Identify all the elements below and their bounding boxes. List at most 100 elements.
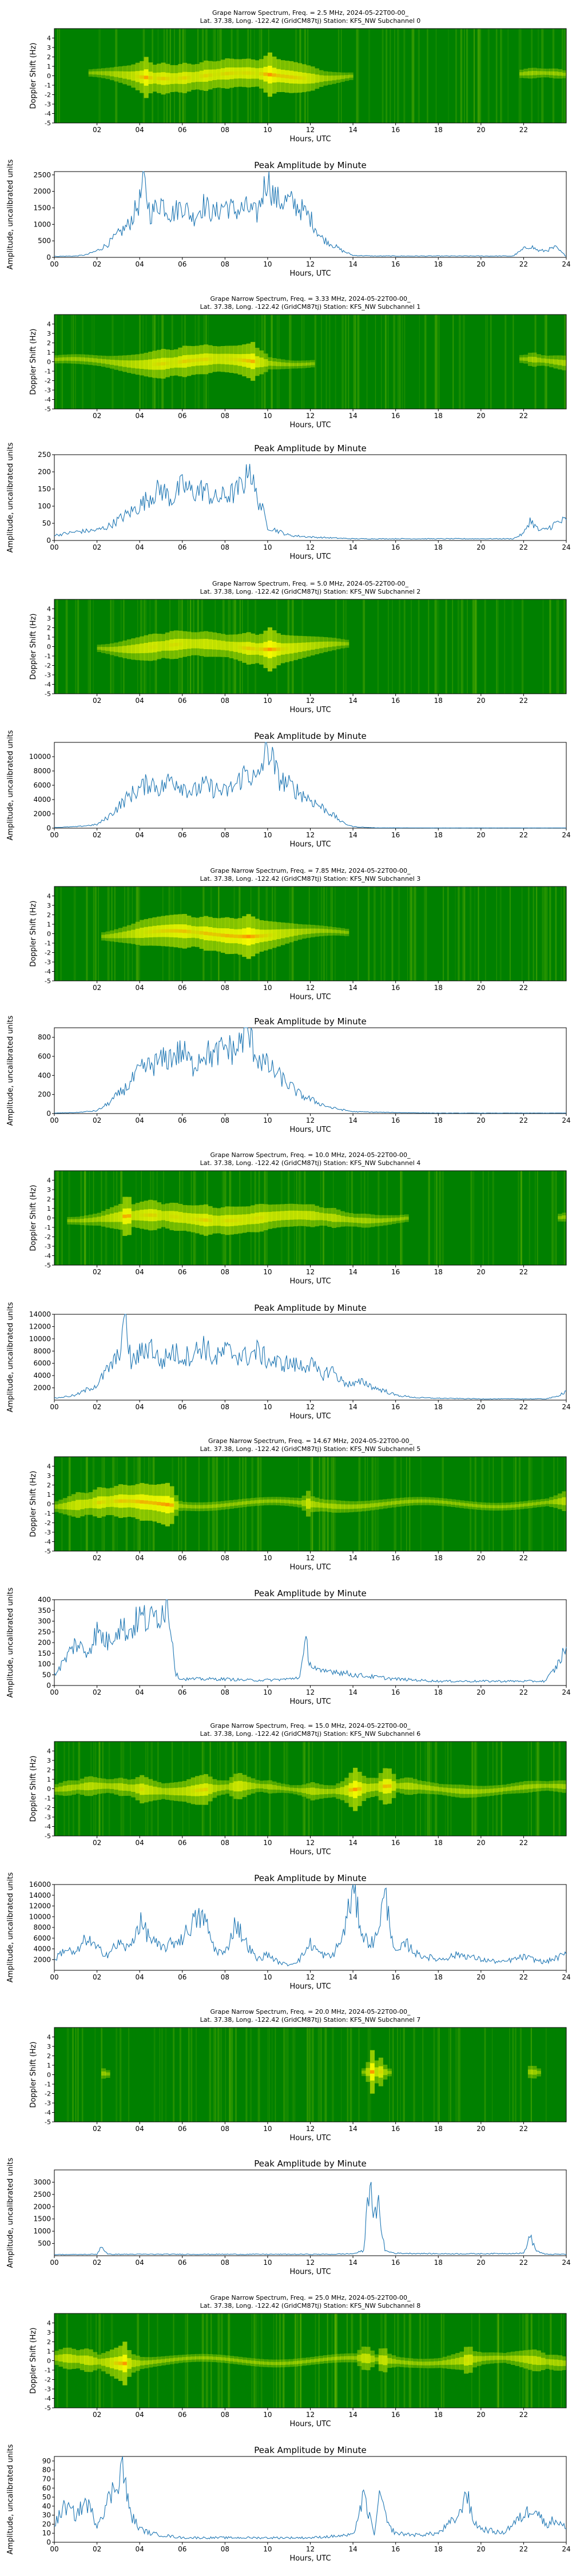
spectrogram-band — [319, 2355, 324, 2364]
spectrogram-core — [315, 928, 320, 933]
spectrogram-texture — [359, 2313, 362, 2408]
spectrogram-texture — [387, 315, 389, 409]
spectrogram-texture — [349, 2028, 352, 2122]
spectrogram-texture — [331, 1457, 333, 1551]
spectrogram-texture — [402, 1171, 403, 1265]
spectrogram-texture — [505, 315, 507, 409]
spectrogram-texture — [500, 1742, 502, 1836]
spectrogram-peak — [93, 1501, 98, 1505]
spectrogram-band — [404, 1497, 409, 1506]
spectrogram-band — [519, 355, 525, 363]
spectrogram-core — [289, 363, 294, 367]
spectrogram-band — [110, 356, 115, 369]
x-tick-label: 08 — [221, 1688, 229, 1696]
spectrogram-texture — [285, 2028, 288, 2122]
spectrogram-band — [54, 1784, 59, 1795]
spectrogram-peak — [212, 357, 217, 361]
spectrogram-core — [387, 1779, 392, 1794]
y-tick-label: -1 — [45, 368, 51, 375]
spectrogram-core — [545, 1784, 550, 1788]
y-tick-label: 1500 — [33, 2215, 51, 2223]
amplitude-plot-3 — [52, 1027, 567, 1116]
spectrogram-peak — [259, 1216, 264, 1220]
spectrogram-core — [289, 70, 294, 84]
spectrogram-core — [263, 2362, 268, 2365]
spectrogram-core — [152, 1209, 157, 1222]
x-tick-label: 14 — [348, 412, 357, 420]
spectrogram-core — [88, 2356, 93, 2366]
spectrogram-core — [310, 642, 315, 650]
spectrogram-texture — [65, 599, 68, 694]
spectrogram-texture — [428, 599, 430, 694]
y-tick-label: 3 — [47, 902, 51, 909]
spectrogram-texture — [474, 29, 475, 123]
spectrogram-peak — [199, 1218, 204, 1222]
spectrogram-band — [489, 1786, 494, 1796]
x-tick-label: 16 — [391, 412, 400, 420]
spectrogram-texture — [94, 2028, 96, 2122]
spectrogram-band — [67, 1217, 72, 1225]
spectrogram-texture — [537, 1742, 539, 1836]
y-tick-label: 4 — [47, 2320, 51, 2327]
spectrogram-texture — [310, 1457, 312, 1551]
spectrogram-band — [383, 1215, 388, 1226]
spectrogram-band — [400, 1215, 405, 1223]
spectrogram-core — [536, 71, 541, 75]
spectrogram-texture — [478, 29, 480, 123]
spectrogram-texture — [400, 1171, 402, 1265]
spectrogram-core — [340, 2356, 345, 2360]
spectrogram-texture — [442, 1457, 444, 1551]
spectrogram-band — [255, 2359, 260, 2367]
spectrogram-texture — [498, 2313, 499, 2408]
spectrogram-band — [527, 67, 533, 79]
spectrogram-core — [494, 1788, 499, 1792]
spectrogram-core — [118, 646, 123, 653]
spectrogram-texture — [553, 1457, 555, 1551]
y-axis-label: Doppler Shift (Hz) — [29, 1471, 38, 1537]
x-tick-label: 10 — [263, 831, 272, 839]
spectrogram-1 — [52, 314, 567, 411]
spectrogram-texture — [439, 1171, 441, 1265]
spectrogram-texture — [484, 599, 486, 694]
spectrogram-core — [523, 1503, 529, 1506]
spectrogram-core — [425, 1499, 430, 1503]
spectrogram-peak — [267, 933, 272, 937]
spectrogram-texture — [464, 887, 466, 981]
x-tick-label: 20 — [476, 260, 485, 268]
spectrogram-core — [105, 2358, 110, 2367]
spectrogram-band — [383, 1499, 388, 1509]
spectrogram-texture — [500, 29, 502, 123]
spectrogram-texture — [289, 315, 292, 409]
x-tick-label: 22 — [519, 984, 528, 992]
spectrogram-band — [272, 1497, 277, 1505]
spectrogram-band — [67, 1780, 72, 1796]
spectrogram-core — [93, 1782, 98, 1790]
spectrogram-core — [289, 1500, 294, 1504]
spectrogram-texture — [564, 29, 566, 123]
spectrogram-core — [562, 1215, 567, 1219]
spectrogram-texture — [409, 887, 411, 981]
spectrogram-texture — [210, 2313, 212, 2408]
spectrogram-texture — [283, 2313, 284, 2408]
y-tick-label: -5 — [45, 1262, 51, 1269]
spectrogram-core — [494, 1505, 499, 1509]
spectrogram-core — [186, 1786, 192, 1796]
spectrogram-band — [412, 2358, 418, 2368]
spectrogram-core — [263, 1499, 268, 1503]
y-tick-label: 100 — [38, 502, 51, 510]
spectrogram-texture — [392, 2028, 394, 2122]
spectrogram-core — [348, 1217, 353, 1223]
spectrogram-core — [344, 2356, 349, 2360]
spectrogram-core — [144, 1494, 149, 1510]
spectrogram-band — [327, 927, 332, 936]
spectrogram-texture — [400, 2028, 401, 2122]
spectrogram-texture — [300, 2313, 301, 2408]
spectrogram-band — [93, 355, 98, 366]
x-tick-label: 04 — [136, 2411, 144, 2419]
spectrogram-peak — [135, 74, 140, 78]
spectrogram-core — [144, 1784, 149, 1795]
spectrogram-band — [246, 1776, 251, 1795]
spectrogram-core — [118, 1494, 123, 1508]
spectrogram-core — [306, 1498, 311, 1509]
spectrogram-title-line2: Lat. 37.38, Long. -122.42 (GridCM87tj) S… — [200, 875, 421, 882]
